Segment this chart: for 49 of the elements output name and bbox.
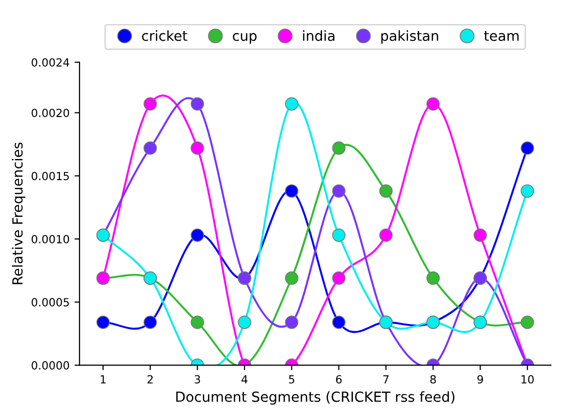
legend-label: pakistan	[381, 30, 438, 44]
y-tick-label: 0.0010	[32, 234, 70, 244]
y-tick-label: 0.0015	[32, 172, 69, 180]
x-tick-label: 10	[522, 375, 534, 384]
point	[190, 141, 204, 155]
legend-label: cricket	[142, 30, 188, 41]
point	[520, 141, 534, 155]
x-axis-title: Document Segments (CRICKET rss feed)	[176, 391, 454, 405]
point	[474, 228, 487, 242]
point	[190, 97, 204, 111]
point	[144, 97, 157, 111]
point	[96, 316, 110, 329]
y-axis-title: Relative Frequencies	[12, 142, 26, 284]
x-tick-label: 6	[336, 375, 342, 384]
x-tick-label: 7	[383, 375, 389, 384]
point	[520, 184, 534, 198]
point	[190, 228, 204, 242]
x-tick-label: 1	[100, 375, 106, 384]
x-tick-label: 3	[194, 375, 200, 384]
point	[379, 228, 393, 242]
y-tick-label: 0.0005	[32, 298, 69, 306]
point	[332, 228, 346, 242]
legend-label: india	[303, 30, 334, 41]
y-tick-label: 0.0024	[32, 58, 70, 67]
point	[144, 316, 157, 329]
point	[285, 316, 298, 329]
y-tick-label: 0.0000	[32, 361, 70, 370]
point	[285, 184, 298, 198]
legend-label: cup	[232, 33, 257, 44]
legend-label: team	[484, 31, 519, 41]
point	[332, 184, 346, 198]
point	[379, 184, 393, 198]
point	[190, 316, 204, 329]
point	[520, 316, 534, 329]
point	[144, 141, 157, 155]
point	[426, 271, 440, 285]
point	[332, 316, 346, 329]
point	[426, 97, 440, 111]
x-tick-label: 9	[477, 375, 483, 384]
point	[285, 271, 298, 285]
point	[332, 141, 346, 155]
x-tick-label: 2	[148, 375, 153, 384]
x-tick-label: 8	[430, 375, 436, 384]
y-tick-label: 0.0020	[32, 108, 70, 118]
x-tick-label: 4	[242, 375, 248, 384]
point	[238, 316, 252, 329]
point	[285, 97, 298, 111]
x-tick-label: 5	[288, 375, 294, 384]
point	[332, 271, 346, 285]
